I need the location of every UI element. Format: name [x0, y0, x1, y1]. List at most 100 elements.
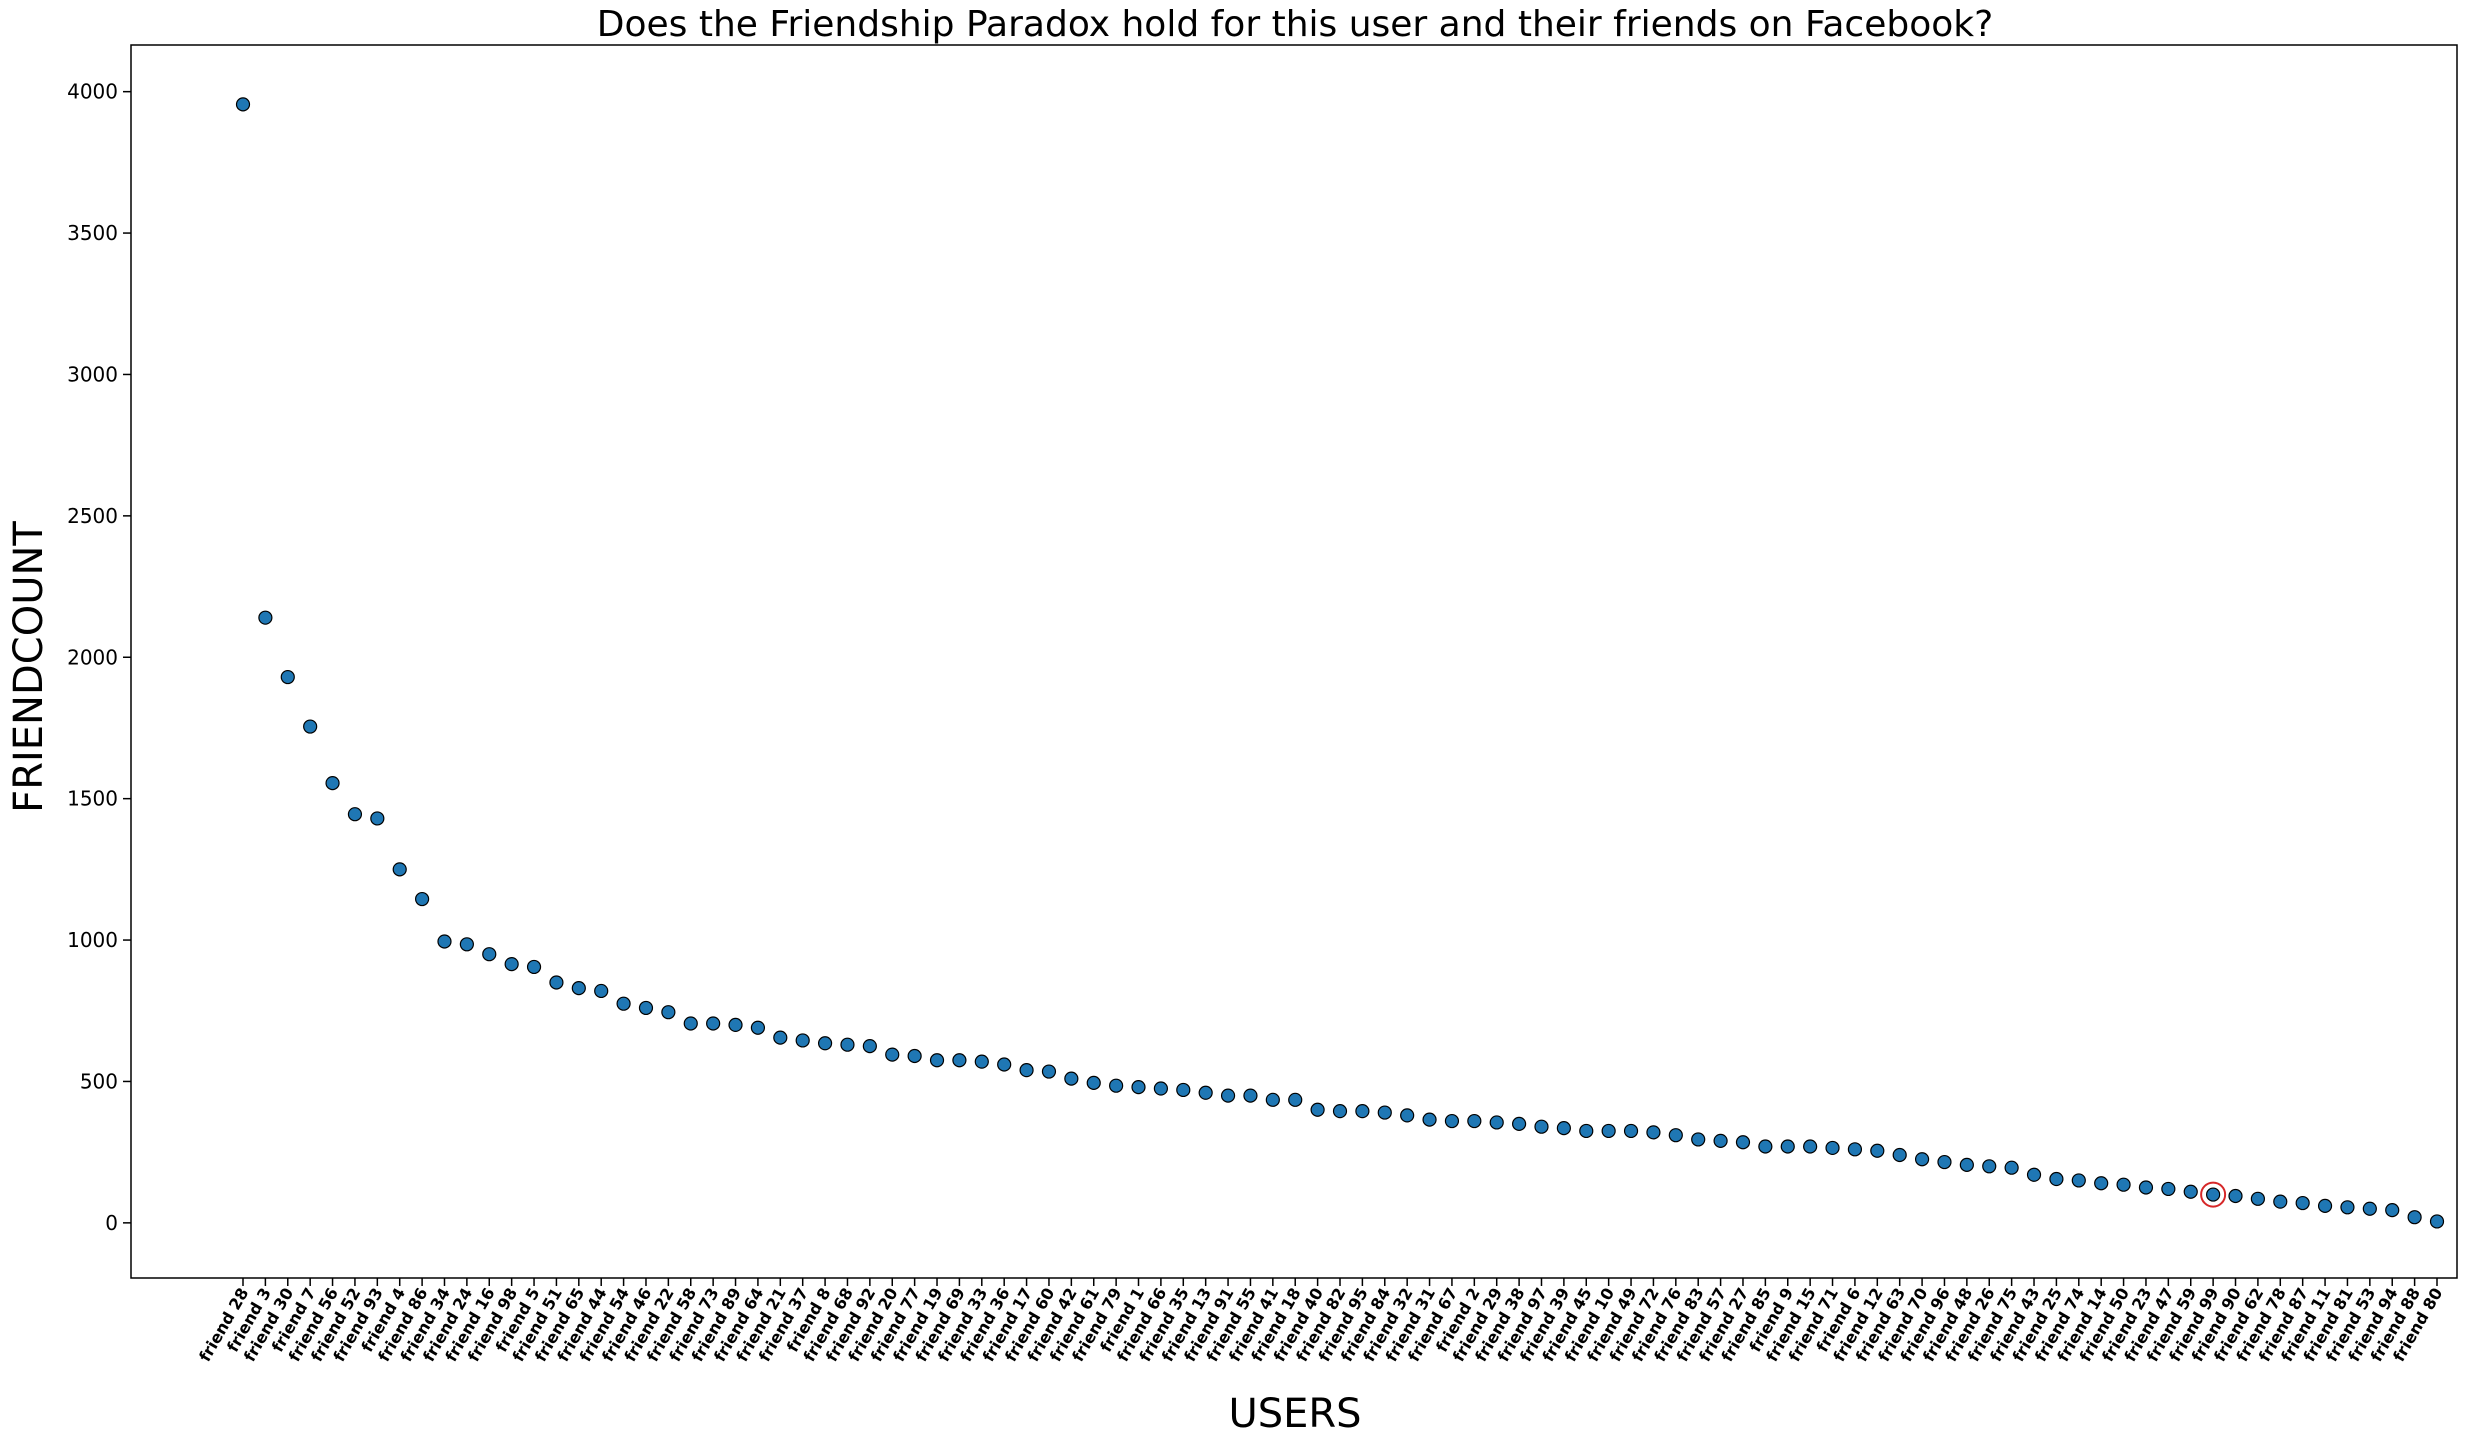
- data-point: [1556, 1121, 1571, 1136]
- data-point: [728, 1017, 743, 1032]
- data-point: [2094, 1176, 2109, 1191]
- data-point: [1064, 1071, 1079, 1086]
- data-point: [2138, 1180, 2154, 1195]
- data-point: [2071, 1173, 2086, 1188]
- data-point: [2004, 1160, 2019, 1175]
- data-point: [1355, 1104, 1370, 1119]
- data-point: [1377, 1105, 1392, 1120]
- data-point: [459, 937, 474, 952]
- data-point: [526, 959, 542, 975]
- data-point: [549, 975, 564, 990]
- data-point: [2407, 1210, 2422, 1225]
- y-tick-label: 500: [80, 1069, 118, 1093]
- y-tick-label: 1500: [67, 787, 118, 811]
- data-point: [1870, 1143, 1885, 1158]
- data-point: [817, 1036, 833, 1051]
- data-point: [1489, 1115, 1504, 1130]
- y-tick-label: 3500: [67, 221, 118, 245]
- data-point: [2250, 1191, 2265, 1206]
- data-point: [1534, 1119, 1549, 1134]
- data-point: [1982, 1159, 1997, 1174]
- data-point: [1825, 1140, 1840, 1156]
- data-points: [235, 97, 2445, 1229]
- data-point: [1937, 1154, 1952, 1170]
- y-tick-label: 1000: [67, 928, 118, 952]
- data-point: [504, 956, 519, 972]
- data-point: [1109, 1078, 1124, 1093]
- data-point: [1086, 1075, 1101, 1090]
- data-point: [2273, 1194, 2288, 1209]
- data-point: [258, 610, 273, 625]
- data-point: [1601, 1123, 1616, 1139]
- data-point: [750, 1020, 766, 1035]
- data-point: [862, 1039, 877, 1054]
- data-point: [347, 807, 363, 822]
- data-point: [1579, 1123, 1594, 1139]
- data-point: [1176, 1082, 1191, 1098]
- data-point: [1646, 1125, 1661, 1140]
- data-point: [2385, 1203, 2400, 1218]
- data-point: [392, 862, 407, 877]
- x-axis-label: USERS: [1228, 1391, 1361, 1437]
- data-point: [2429, 1214, 2445, 1229]
- data-point: [1220, 1088, 1236, 1103]
- data-point: [1623, 1123, 1639, 1139]
- data-point: [2206, 1187, 2221, 1202]
- data-point: [1400, 1108, 1415, 1123]
- data-point: [1758, 1139, 1773, 1154]
- data-point: [2295, 1195, 2310, 1211]
- highlight-ring: [2200, 1181, 2227, 1208]
- plot-frame: [130, 44, 2458, 1279]
- data-point: [661, 1005, 676, 1020]
- data-point: [1668, 1128, 1683, 1143]
- data-point: [571, 981, 586, 996]
- y-tick-label: 3000: [67, 362, 118, 386]
- data-point: [482, 947, 497, 962]
- data-point: [616, 996, 631, 1011]
- data-point: [415, 891, 430, 907]
- data-point: [683, 1016, 698, 1031]
- data-point: [2362, 1201, 2377, 1216]
- data-point: [2116, 1177, 2131, 1192]
- data-point: [1310, 1102, 1325, 1117]
- data-point: [1780, 1139, 1795, 1154]
- data-point: [773, 1030, 788, 1045]
- data-point: [1914, 1152, 1930, 1167]
- data-point: [1153, 1081, 1168, 1096]
- data-point: [594, 983, 609, 999]
- data-point: [997, 1057, 1012, 1072]
- chart-title: Does the Friendship Paradox hold for thi…: [597, 4, 1993, 45]
- data-point: [1243, 1088, 1258, 1103]
- y-tick-label: 2500: [67, 504, 118, 528]
- data-point: [1467, 1113, 1482, 1129]
- data-point: [1959, 1157, 1974, 1172]
- data-point: [370, 811, 385, 826]
- data-point: [1332, 1104, 1348, 1119]
- data-point: [952, 1053, 967, 1068]
- data-point: [1512, 1116, 1527, 1131]
- data-point: [1803, 1139, 1818, 1154]
- data-point: [235, 97, 251, 112]
- data-point: [1713, 1133, 1728, 1148]
- data-point: [2049, 1171, 2064, 1187]
- data-point: [1041, 1064, 1057, 1079]
- data-point: [2317, 1198, 2333, 1213]
- data-point: [437, 934, 452, 949]
- y-axis-label: FRIENDCOUNT: [6, 521, 52, 813]
- data-point: [325, 776, 340, 791]
- data-point: [840, 1037, 855, 1052]
- y-tick-label: 4000: [67, 80, 118, 104]
- data-point: [1422, 1112, 1437, 1127]
- data-point: [2026, 1167, 2042, 1182]
- data-point: [303, 719, 318, 734]
- data-point: [929, 1053, 945, 1068]
- data-point: [706, 1016, 721, 1031]
- data-point: [280, 669, 295, 685]
- data-point: [1735, 1135, 1751, 1150]
- data-point: [907, 1048, 922, 1064]
- data-point: [1691, 1132, 1706, 1147]
- data-point: [1444, 1113, 1460, 1129]
